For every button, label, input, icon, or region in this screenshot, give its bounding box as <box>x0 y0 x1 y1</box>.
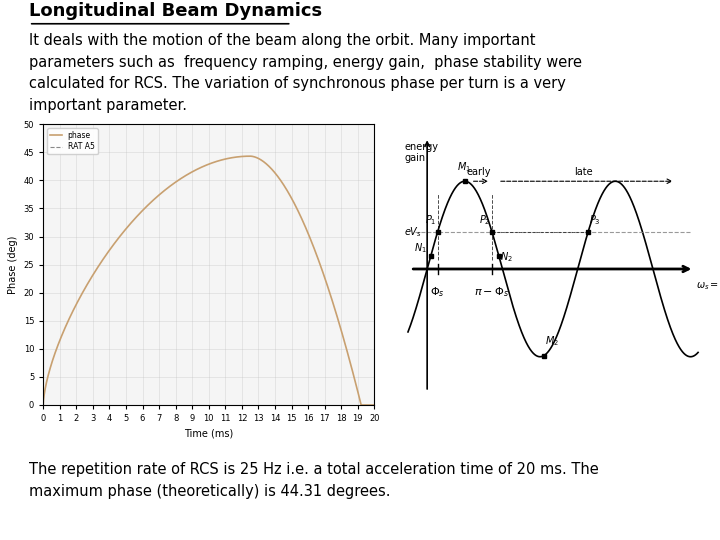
X-axis label: Time (ms): Time (ms) <box>184 429 233 438</box>
Text: $eV_s$: $eV_s$ <box>405 225 423 239</box>
Text: The repetition rate of RCS is 25 Hz i.e. a total acceleration time of 20 ms. The: The repetition rate of RCS is 25 Hz i.e.… <box>29 462 598 500</box>
Text: $N_2$: $N_2$ <box>500 250 513 264</box>
Text: $M_2$: $M_2$ <box>545 334 559 348</box>
Y-axis label: Phase (deg): Phase (deg) <box>8 235 18 294</box>
Legend: phase, RAT A5: phase, RAT A5 <box>47 128 98 154</box>
Text: $M_1$: $M_1$ <box>456 160 471 174</box>
Text: $N_1$: $N_1$ <box>414 241 427 255</box>
Text: late: late <box>575 167 593 177</box>
Text: energy
gain: energy gain <box>405 141 438 163</box>
Text: $\pi-\Phi_s$: $\pi-\Phi_s$ <box>474 285 510 299</box>
Text: Longitudinal Beam Dynamics: Longitudinal Beam Dynamics <box>29 2 322 21</box>
Text: early: early <box>466 167 490 177</box>
Text: $\omega_{s}=\Phi$: $\omega_{s}=\Phi$ <box>696 278 720 292</box>
Text: $\Phi_s$: $\Phi_s$ <box>430 285 445 299</box>
Text: $P_2$: $P_2$ <box>480 213 491 227</box>
Text: $P_3$: $P_3$ <box>589 213 601 227</box>
Text: $P_1$: $P_1$ <box>425 213 436 227</box>
Text: It deals with the motion of the beam along the orbit. Many important
parameters : It deals with the motion of the beam alo… <box>29 33 582 113</box>
